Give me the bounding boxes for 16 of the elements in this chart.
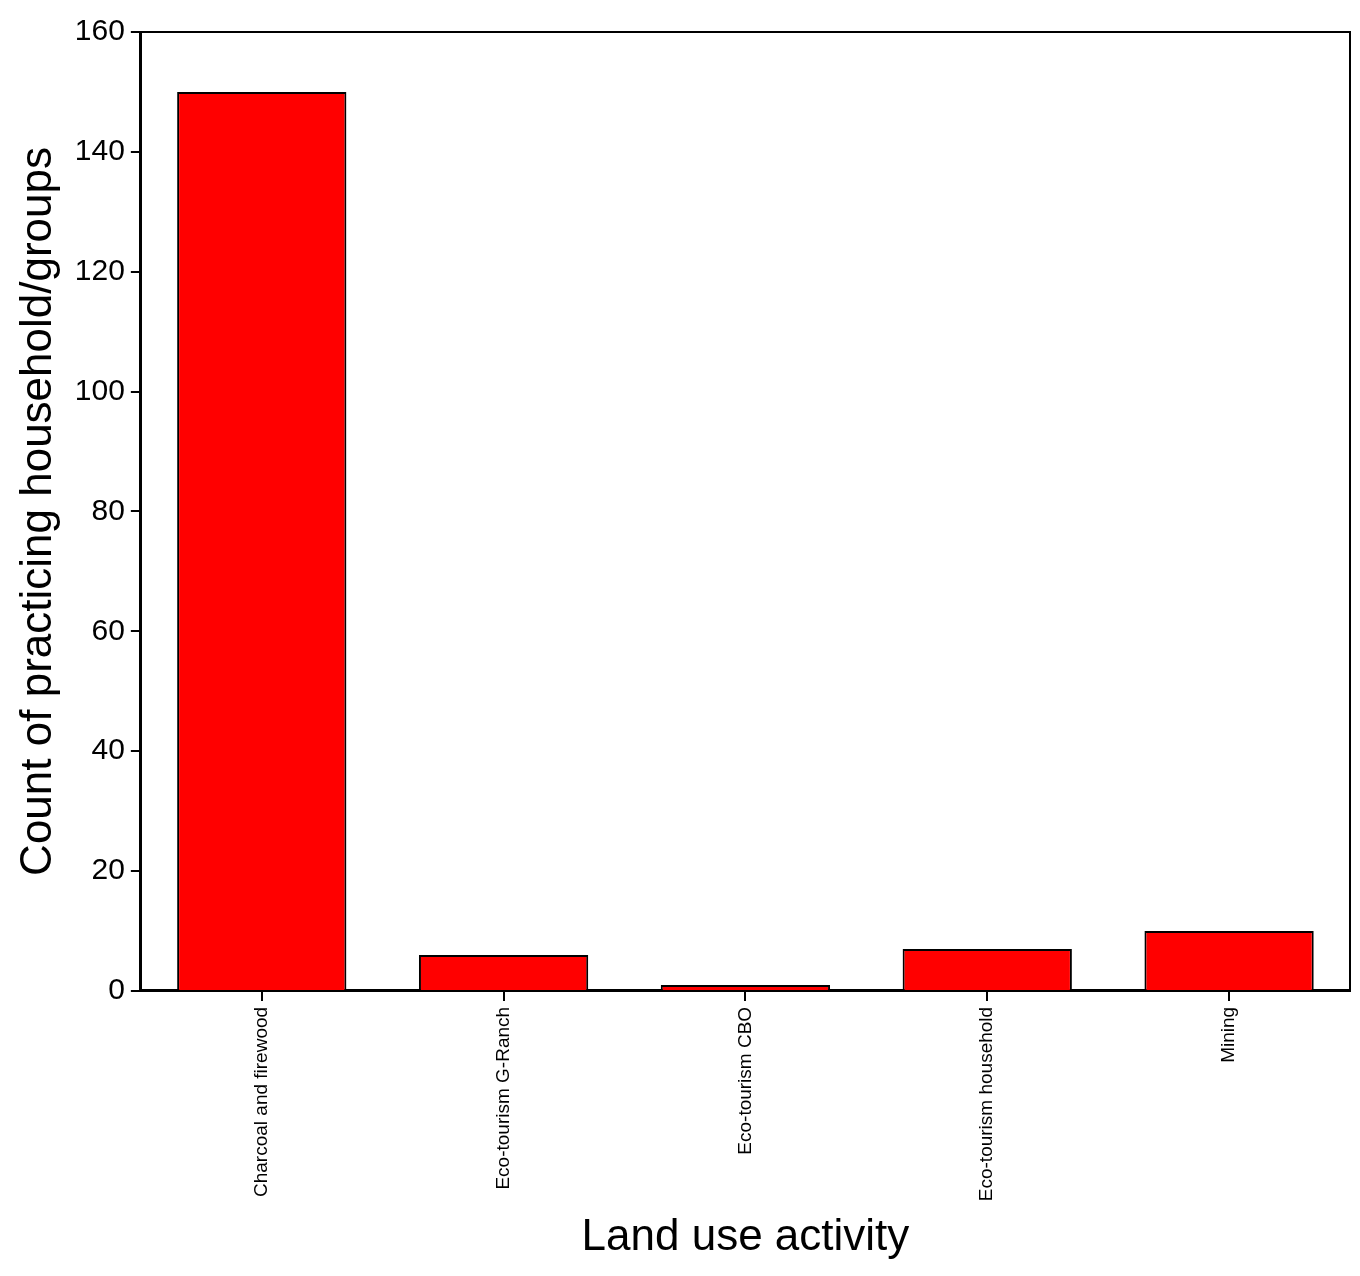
y-tick-label: 60 xyxy=(91,612,125,646)
y-tick-label: 40 xyxy=(91,732,125,766)
y-tick-label: 120 xyxy=(74,252,125,286)
y-tick-label: 0 xyxy=(108,972,125,1006)
y-tick-label: 140 xyxy=(74,133,125,167)
x-tick-label: Mining xyxy=(1217,1006,1239,1063)
x-tick-label: Eco-tourism G-Ranch xyxy=(491,1006,513,1190)
y-axis-title: Count of practicing household/groups xyxy=(10,146,60,876)
y-tick-label: 160 xyxy=(74,13,125,47)
x-tick-label: Charcoal and firewood xyxy=(250,1006,271,1197)
x-axis-title: Land use activity xyxy=(581,1209,910,1259)
y-tick-label: 20 xyxy=(91,852,125,886)
x-tick-label: Eco-tourism CBO xyxy=(733,1006,755,1155)
x-tick-label: Eco-tourism household xyxy=(975,1006,997,1202)
y-tick-label: 100 xyxy=(74,372,125,406)
y-tick-label: 80 xyxy=(91,492,125,526)
